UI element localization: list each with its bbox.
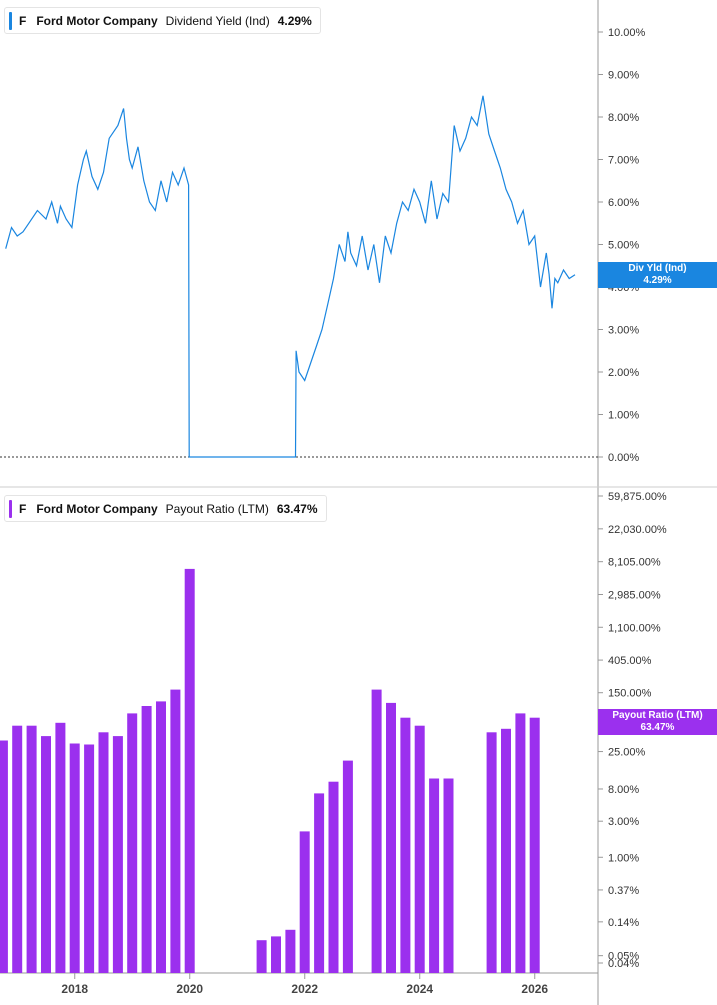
y-tick-label: 0.04% <box>608 958 639 970</box>
payout-ratio-bar <box>386 702 396 973</box>
legend-metric: Payout Ratio (LTM) <box>165 501 269 516</box>
payout-ratio-bar <box>328 781 339 973</box>
payout-ratio-bar <box>501 728 511 973</box>
x-tick-label: 2018 <box>61 982 88 996</box>
payout-ratio-bar <box>55 722 66 973</box>
payout-ratio-bar <box>127 713 138 973</box>
payout-ratio-bar <box>141 706 152 973</box>
legend-ticker: F <box>19 13 27 28</box>
y-tick-label: 8.00% <box>608 112 639 124</box>
y-tick-label: 10.00% <box>608 27 646 39</box>
payout-ratio-bar <box>414 725 425 973</box>
legend-value: 4.29% <box>277 13 312 28</box>
payout-ratio-bar <box>529 717 540 973</box>
payout-ratio-bar <box>271 936 281 973</box>
payout-ratio-bar <box>371 689 382 973</box>
y-tick-label: 7.00% <box>608 155 639 167</box>
flag-label: Div Yld (Ind) <box>628 263 687 274</box>
y-tick-label: 0.05% <box>608 951 639 963</box>
legend-company: Ford Motor Company <box>36 501 158 516</box>
y-tick-label: 59,875.00% <box>608 491 667 503</box>
dividend-yield-price-flag: Div Yld (Ind) 4.29% <box>598 262 717 288</box>
y-tick-label: 405.00% <box>608 655 652 667</box>
legend-ticker: F <box>19 501 27 516</box>
payout-ratio-bar <box>12 725 23 973</box>
y-tick-label: 1.00% <box>608 410 639 422</box>
y-tick-label: 9.00% <box>608 70 639 82</box>
series-color-marker <box>9 500 12 518</box>
dividend-yield-legend[interactable]: F Ford Motor Company Dividend Yield (Ind… <box>4 7 321 34</box>
flag-value: 63.47% <box>640 722 675 733</box>
y-tick-label: 6.00% <box>608 197 639 209</box>
payout-ratio-bar <box>256 940 267 973</box>
y-tick-label: 3.00% <box>608 325 639 337</box>
x-tick-label: 2022 <box>291 982 318 996</box>
payout-ratio-bar <box>84 744 95 973</box>
y-tick-label: 22,030.00% <box>608 524 667 536</box>
flag-label: Payout Ratio (LTM) <box>612 710 703 721</box>
payout-ratio-bar <box>112 736 123 973</box>
y-tick-label: 3.00% <box>608 816 639 828</box>
legend-metric: Dividend Yield (Ind) <box>165 13 270 28</box>
y-tick-label: 25.00% <box>608 747 646 759</box>
payout-ratio-bar <box>486 732 497 973</box>
y-tick-label: 0.37% <box>608 885 639 897</box>
payout-ratio-bar <box>184 568 195 973</box>
series-color-marker <box>9 12 12 30</box>
y-tick-label: 1.00% <box>608 852 639 864</box>
y-tick-label: 2,985.00% <box>608 589 661 601</box>
y-tick-label: 2.00% <box>608 367 639 379</box>
legend-company: Ford Motor Company <box>36 13 158 28</box>
y-tick-label: 0.00% <box>608 452 639 464</box>
x-tick-label: 2024 <box>406 982 433 996</box>
payout-ratio-bar <box>69 743 80 973</box>
x-tick-label: 2020 <box>176 982 203 996</box>
payout-ratio-bar <box>98 732 109 973</box>
payout-ratio-bar <box>41 736 51 973</box>
y-tick-label: 0.14% <box>608 917 639 929</box>
payout-ratio-bar <box>400 717 411 973</box>
payout-ratio-bar <box>285 929 296 973</box>
payout-ratio-bar <box>443 778 454 973</box>
y-tick-label: 8.00% <box>608 784 639 796</box>
payout-ratio-bar <box>314 793 325 973</box>
payout-ratio-bar <box>0 740 8 973</box>
x-tick-label: 2026 <box>521 982 548 996</box>
y-tick-label: 1,100.00% <box>608 622 661 634</box>
y-tick-label: 8,105.00% <box>608 557 661 569</box>
dividend-yield-line <box>5 95 576 458</box>
y-tick-label: 5.00% <box>608 240 639 252</box>
payout-ratio-bar <box>429 778 440 973</box>
payout-ratio-bar <box>26 725 37 973</box>
payout-ratio-legend[interactable]: F Ford Motor Company Payout Ratio (LTM) … <box>4 495 327 522</box>
y-tick-label: 150.00% <box>608 688 652 700</box>
payout-ratio-bar <box>342 760 353 973</box>
payout-ratio-price-flag: Payout Ratio (LTM) 63.47% <box>598 709 717 735</box>
flag-value: 4.29% <box>643 275 672 286</box>
payout-ratio-bar <box>515 713 526 973</box>
payout-ratio-bar <box>170 689 181 973</box>
payout-ratio-bar <box>299 831 310 973</box>
payout-ratio-bar <box>156 701 166 973</box>
legend-value: 63.47% <box>276 501 318 516</box>
